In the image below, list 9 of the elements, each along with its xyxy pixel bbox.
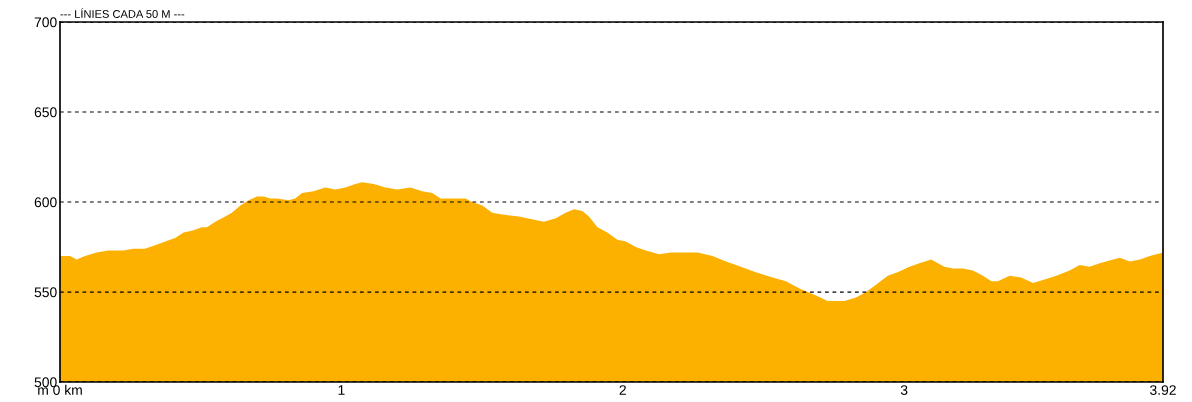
y-tick-label: 600	[34, 197, 57, 208]
y-tick-label: 700	[34, 17, 57, 28]
chart-title: --- LÍNIES CADA 50 M ---	[60, 8, 185, 18]
y-tick-label: 650	[34, 107, 57, 118]
x-tick-label: 1	[338, 385, 345, 395]
x-tick-label: 3.92	[1150, 385, 1176, 395]
x-tick-label: 2	[619, 385, 626, 395]
x-tick-label: 3	[900, 385, 908, 395]
y-tick-label: 550	[34, 287, 57, 298]
